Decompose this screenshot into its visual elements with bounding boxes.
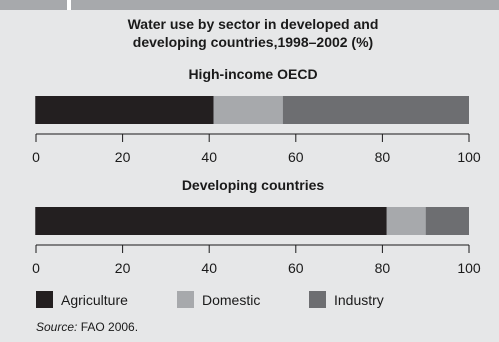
x-tick-label-100-developing-countries: 100 <box>457 260 481 276</box>
source-prefix: Source: <box>36 320 77 334</box>
header-band-right <box>71 0 499 10</box>
legend-label-agriculture: Agriculture <box>61 292 128 308</box>
legend-label-domestic: Domestic <box>202 292 260 308</box>
legend-swatch-domestic <box>177 291 194 308</box>
legend-swatch-industry <box>309 291 326 308</box>
source-text: FAO 2006. <box>77 320 138 334</box>
x-tick-label-40-high-income-oecd: 40 <box>201 149 217 165</box>
x-tick-label-20-high-income-oecd: 20 <box>115 149 131 165</box>
bar-segment-industry-developing-countries <box>425 207 469 235</box>
bar-segment-industry-high-income-oecd <box>282 96 469 124</box>
chart-title-line-1: Water use by sector in developed and <box>128 16 379 32</box>
bar-segment-domestic-developing-countries <box>386 207 426 235</box>
legend: Agriculture Domestic Industry <box>36 291 384 308</box>
x-tick-label-80-developing-countries: 80 <box>375 260 391 276</box>
x-tick-label-0-high-income-oecd: 0 <box>32 149 40 165</box>
bar-panel-high-income-oecd: 0 20 40 60 80 100 <box>32 96 481 165</box>
bar-segment-agriculture-developing-countries <box>36 207 387 235</box>
x-tick-label-100-high-income-oecd: 100 <box>457 149 481 165</box>
x-tick-label-80-high-income-oecd: 80 <box>375 149 391 165</box>
bar-panel-developing-countries: 0 20 40 60 80 100 <box>32 207 481 276</box>
panel-title-high-income-oecd: High-income OECD <box>188 66 317 82</box>
x-tick-label-0-developing-countries: 0 <box>32 260 40 276</box>
bar-segment-domestic-high-income-oecd <box>213 96 283 124</box>
header-band-left <box>0 0 67 10</box>
x-tick-label-60-developing-countries: 60 <box>288 260 304 276</box>
legend-swatch-agriculture <box>36 291 53 308</box>
x-tick-label-20-developing-countries: 20 <box>115 260 131 276</box>
chart-title-line-2: developing countries,1998–2002 (%) <box>133 34 373 50</box>
legend-label-industry: Industry <box>334 292 384 308</box>
x-tick-label-60-high-income-oecd: 60 <box>288 149 304 165</box>
x-tick-label-40-developing-countries: 40 <box>201 260 217 276</box>
panel-title-developing-countries: Developing countries <box>182 177 325 193</box>
header-band-gap <box>67 0 71 10</box>
bar-segment-agriculture-high-income-oecd <box>36 96 214 124</box>
source-note: Source: FAO 2006. <box>36 320 138 334</box>
